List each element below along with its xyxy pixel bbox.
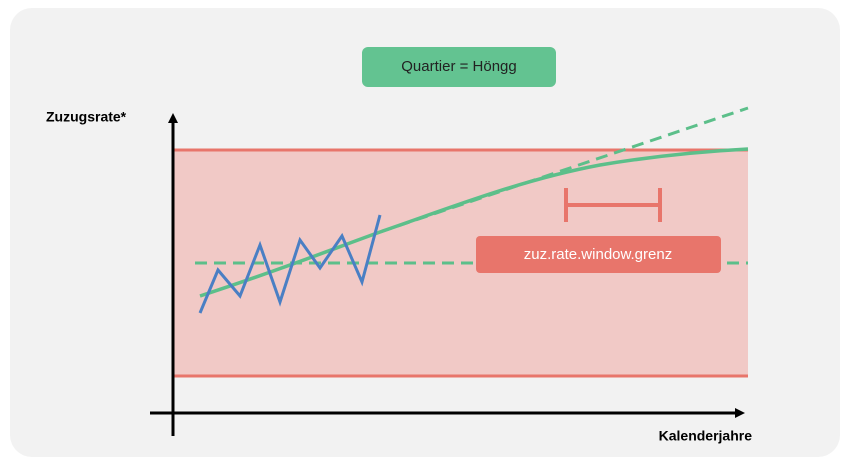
title-box bbox=[362, 47, 556, 87]
annotation-box bbox=[476, 236, 721, 273]
window-bracket bbox=[564, 188, 662, 222]
title: Quartier = Höngg bbox=[401, 58, 516, 75]
observed-series bbox=[198, 214, 382, 314]
y-axis-label: Zuzugsrate* bbox=[46, 109, 127, 125]
annotation-label: zuz.rate.window.grenz bbox=[524, 246, 672, 263]
smoothed-curve bbox=[199, 147, 749, 298]
x-axis-label: Kalenderjahre bbox=[659, 428, 753, 444]
